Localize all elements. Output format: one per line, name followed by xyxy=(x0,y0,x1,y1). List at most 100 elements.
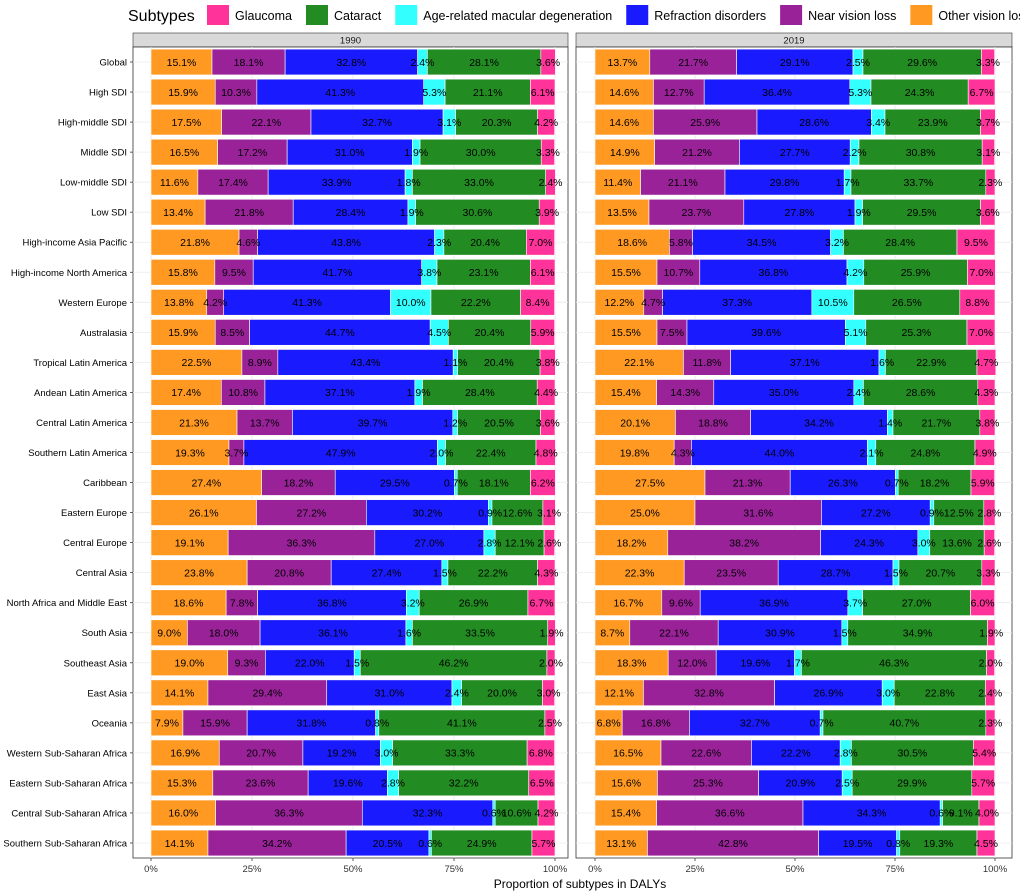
data-label-other-vision-loss: 23.8% xyxy=(184,567,214,579)
bar-segment-glaucoma xyxy=(980,198,996,226)
data-label-age-related-macular-degeneration: 0.6% xyxy=(418,838,442,850)
data-label-other-vision-loss: 15.6% xyxy=(611,778,641,790)
bar-segment-other-vision-loss xyxy=(150,108,222,136)
data-label-cataract: 23.9% xyxy=(918,117,948,129)
bar-segment-near-vision-loss xyxy=(214,259,254,286)
data-label-glaucoma: 3.3% xyxy=(536,147,560,159)
bar-segment-glaucoma xyxy=(979,409,996,436)
data-label-near-vision-loss: 23.5% xyxy=(716,567,746,579)
data-label-cataract: 29.6% xyxy=(907,57,937,69)
bar-row-south-asia: 9.0% 18.0% 36.1% 1.6% 33.5% 1.9% xyxy=(150,619,564,646)
bar-segment-glaucoma xyxy=(956,229,996,256)
data-label-age-related-macular-degeneration: 3.2% xyxy=(825,237,849,249)
data-label-glaucoma: 7.0% xyxy=(969,327,993,339)
y-label-caribbean: Caribbean xyxy=(83,478,127,489)
bar-segment-refraction-disorders xyxy=(743,198,856,226)
data-label-age-related-macular-degeneration: 1.9% xyxy=(847,207,871,219)
data-label-refraction-disorders: 29.5% xyxy=(380,477,410,489)
bar-segment-other-vision-loss xyxy=(150,379,222,406)
data-label-refraction-disorders: 20.5% xyxy=(373,838,403,850)
bar-segment-other-vision-loss xyxy=(594,829,648,857)
data-label-cataract: 18.1% xyxy=(479,477,509,489)
bar-row-south-asia: 8.7% 22.1% 30.9% 1.5% 34.9% 1.9% xyxy=(594,619,1003,646)
bar-segment-glaucoma xyxy=(536,379,556,406)
bar-segment-near-vision-loss xyxy=(667,529,821,556)
data-label-near-vision-loss: 17.2% xyxy=(238,147,268,159)
bar-segment-age-related-macular-degeneration xyxy=(390,289,432,316)
data-label-refraction-disorders: 31.0% xyxy=(374,688,404,700)
y-label-southern-sub-saharan-africa: Southern Sub-Saharan Africa xyxy=(3,838,127,849)
y-label-eastern-sub-saharan-africa: Eastern Sub-Saharan Africa xyxy=(9,778,127,789)
bar-segment-refraction-disorders xyxy=(692,229,831,256)
data-label-age-related-macular-degeneration: 1.7% xyxy=(786,658,810,670)
bar-segment-cataract xyxy=(875,439,976,466)
y-label-high-sdi: High SDI xyxy=(89,88,127,99)
data-label-cataract: 19.3% xyxy=(924,838,954,850)
data-label-other-vision-loss: 27.4% xyxy=(191,477,221,489)
bar-row-high-income-asia-pacific: 18.6% 5.8% 34.5% 3.2% 28.4% 9.5% xyxy=(594,229,996,256)
bar-segment-refraction-disorders xyxy=(345,829,430,857)
bar-segment-glaucoma xyxy=(538,198,556,226)
bar-row-western-europe: 13.8% 4.2% 41.3% 10.0% 22.2% 8.4% xyxy=(150,289,555,316)
bar-segment-cataract xyxy=(436,259,531,286)
data-label-refraction-disorders: 22.0% xyxy=(295,658,325,670)
data-label-near-vision-loss: 25.3% xyxy=(693,778,723,790)
data-label-glaucoma: 6.5% xyxy=(530,778,554,790)
bar-segment-near-vision-loss xyxy=(683,559,779,586)
data-label-refraction-disorders: 44.0% xyxy=(765,447,795,459)
bar-row-low-middle-sdi: 11.4% 21.1% 29.8% 1.7% 33.7% 2.3% xyxy=(594,168,1002,196)
data-label-age-related-macular-degeneration: 2.8% xyxy=(478,537,502,549)
bar-segment-near-vision-loss xyxy=(227,529,376,556)
data-label-near-vision-loss: 12.7% xyxy=(664,87,694,99)
bar-segment-other-vision-loss xyxy=(594,48,651,76)
bar-segment-other-vision-loss xyxy=(594,409,676,436)
data-label-cataract: 28.4% xyxy=(465,387,495,399)
bar-segment-refraction-disorders xyxy=(802,799,941,827)
data-label-age-related-macular-degeneration: 5.1% xyxy=(844,327,868,339)
bar-segment-refraction-disorders xyxy=(703,78,851,106)
bar-segment-glaucoma xyxy=(539,349,556,376)
data-label-glaucoma: 4.2% xyxy=(534,117,558,129)
data-label-refraction-disorders: 19.5% xyxy=(843,838,873,850)
data-label-age-related-macular-degeneration: 5.3% xyxy=(422,87,446,99)
data-label-cataract: 18.2% xyxy=(920,477,950,489)
bar-row-central-europe: 19.1% 36.3% 27.0% 2.8% 12.1% 2.6% xyxy=(150,529,561,556)
bar-row-high-sdi: 15.9% 10.3% 41.3% 5.3% 21.1% 6.1% xyxy=(150,78,556,106)
data-label-glaucoma: 1.9% xyxy=(540,628,564,640)
data-label-refraction-disorders: 29.8% xyxy=(770,177,800,189)
data-label-near-vision-loss: 20.7% xyxy=(246,748,276,760)
data-label-other-vision-loss: 6.8% xyxy=(597,718,621,730)
bar-segment-cataract xyxy=(445,439,537,466)
legend-label-glaucoma: Glaucoma xyxy=(235,9,292,23)
data-label-other-vision-loss: 13.5% xyxy=(607,207,637,219)
bar-segment-near-vision-loss xyxy=(212,769,309,797)
data-label-age-related-macular-degeneration: 1.7% xyxy=(836,177,860,189)
data-label-near-vision-loss: 12.0% xyxy=(677,658,707,670)
legend-key-age-related-macular-degeneration xyxy=(395,5,418,25)
data-label-refraction-disorders: 36.1% xyxy=(318,628,348,640)
legend-label-near-vision-loss: Near vision loss xyxy=(808,9,896,23)
data-label-refraction-disorders: 43.8% xyxy=(331,237,361,249)
bar-segment-cataract xyxy=(461,679,543,707)
bar-segment-cataract xyxy=(851,769,973,797)
bar-segment-refraction-disorders xyxy=(751,739,841,767)
data-label-near-vision-loss: 22.6% xyxy=(691,748,721,760)
data-label-other-vision-loss: 15.4% xyxy=(611,387,641,399)
bar-row-oceania: 6.8% 16.8% 32.7% 0.7% 40.7% 2.3% xyxy=(594,709,1002,737)
bar-segment-other-vision-loss xyxy=(150,138,218,166)
data-label-age-related-macular-degeneration: 1.9% xyxy=(400,207,424,219)
bar-segment-cataract xyxy=(444,78,531,106)
data-label-refraction-disorders: 30.2% xyxy=(412,507,442,519)
data-label-other-vision-loss: 14.1% xyxy=(165,688,195,700)
bar-segment-glaucoma xyxy=(530,78,556,106)
bar-segment-glaucoma xyxy=(528,769,556,797)
bar-segment-other-vision-loss xyxy=(594,259,658,286)
data-label-cataract: 30.6% xyxy=(463,207,493,219)
bar-segment-cataract xyxy=(430,289,521,316)
data-label-age-related-macular-degeneration: 2.4% xyxy=(445,688,469,700)
data-label-glaucoma: 4.5% xyxy=(974,838,998,850)
bar-segment-cataract xyxy=(398,769,530,797)
bar-row-high-middle-sdi: 14.6% 25.9% 28.6% 3.4% 23.9% 3.7% xyxy=(594,108,1000,136)
bar-row-eastern-sub-saharan-africa: 15.3% 23.6% 19.6% 2.8% 32.2% 6.5% xyxy=(150,769,556,797)
data-label-other-vision-loss: 21.3% xyxy=(179,417,209,429)
